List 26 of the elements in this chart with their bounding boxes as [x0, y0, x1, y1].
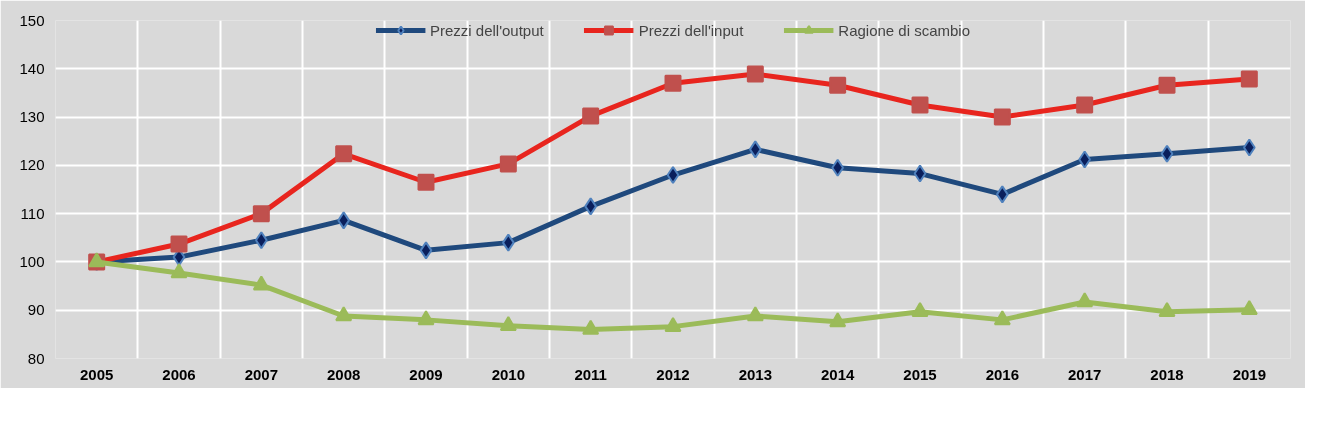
x-tick-label: 2017: [1067, 365, 1102, 383]
x-tick-label: 2007: [244, 365, 279, 383]
y-tick-label: 80: [27, 349, 45, 367]
x-tick-label: 2011: [574, 365, 607, 383]
x-tick-label: 2010: [491, 365, 526, 383]
legend-label: Prezzi dell'output: [429, 21, 544, 39]
x-tick-label: 2015: [903, 365, 937, 383]
legend-label: Ragione di scambio: [838, 21, 971, 39]
x-tick-label: 2012: [656, 365, 690, 383]
x-tick-label: 2005: [79, 365, 114, 383]
y-tick-label: 120: [19, 156, 45, 174]
x-tick-label: 2019: [1232, 365, 1267, 383]
y-tick-label: 150: [19, 11, 45, 29]
y-tick-label: 130: [19, 108, 45, 126]
y-tick-label: 110: [20, 204, 45, 222]
legend-label: Prezzi dell'input: [638, 21, 744, 39]
x-tick-label: 2009: [409, 365, 443, 383]
x-tick-label: 2008: [326, 365, 361, 383]
y-tick-label: 140: [19, 59, 45, 77]
x-tick-label: 2006: [162, 365, 196, 383]
x-tick-label: 2014: [820, 365, 856, 383]
x-tick-label: 2018: [1150, 365, 1184, 383]
y-tick-label: 90: [27, 301, 45, 319]
y-tick-label: 100: [19, 252, 45, 270]
x-tick-label: 2016: [985, 365, 1020, 383]
x-tick-label: 2013: [738, 365, 773, 383]
